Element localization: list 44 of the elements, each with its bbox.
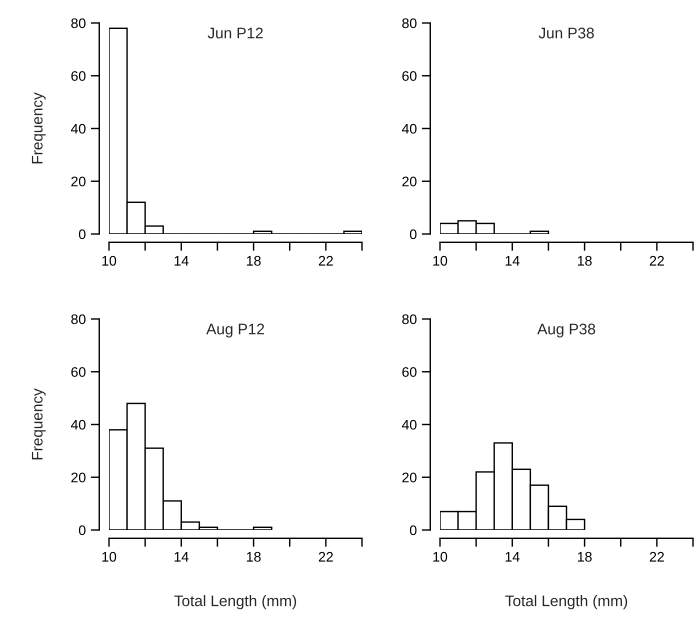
x-tick-label: 22 [650,552,664,562]
y-tick-label: 80 [402,314,417,324]
y-tick-label: 60 [402,71,417,81]
x-tick-label: 22 [318,552,333,562]
x-tick-label: 18 [578,256,592,266]
y-tick-label: 40 [402,420,417,430]
x-tick-label: 18 [246,256,261,266]
x-tick-label: 10 [102,256,116,266]
y-tick-label: 0 [78,525,86,536]
chart-title: Jun P12 [208,28,263,38]
y-tick-label: 20 [402,176,417,186]
y-tick-label: 40 [70,420,86,430]
x-axis-title: Total Length (mm) [505,595,628,610]
y-tick-label: 60 [402,367,417,377]
y-tick-label: 40 [70,124,86,134]
y-tick-label: 80 [402,18,417,28]
y-tick-label: 20 [71,176,86,186]
y-tick-label: 0 [78,229,86,240]
y-tick-label: 80 [71,314,86,324]
y-tick-label: 20 [71,472,86,482]
y-tick-label: 20 [402,472,417,482]
x-tick-label: 18 [578,552,592,562]
x-tick-label: 10 [433,552,448,562]
chart-title: Jun P38 [538,28,594,38]
y-tick-label: 40 [402,124,417,134]
x-tick-label: 14 [506,256,520,266]
y-axis-title: Frequency [32,388,46,460]
x-tick-label: 22 [318,256,333,266]
y-tick-label: 60 [71,367,86,377]
y-tick-label: 0 [410,229,417,240]
chart-title: Aug P38 [537,324,596,338]
x-tick-label: 22 [650,256,664,266]
x-tick-label: 14 [506,552,520,562]
x-tick-label: 14 [174,256,189,266]
x-tick-label: 18 [246,552,261,562]
x-tick-label: 14 [174,552,189,562]
y-tick-label: 0 [410,525,417,536]
y-tick-label: 60 [71,71,86,81]
y-tick-label: 80 [71,18,86,28]
y-axis-title: Frequency [32,92,46,164]
chart-title: Aug P12 [206,324,264,338]
x-tick-label: 10 [102,552,116,562]
x-axis-title: Total Length (mm) [174,595,296,610]
x-tick-label: 10 [433,256,448,266]
